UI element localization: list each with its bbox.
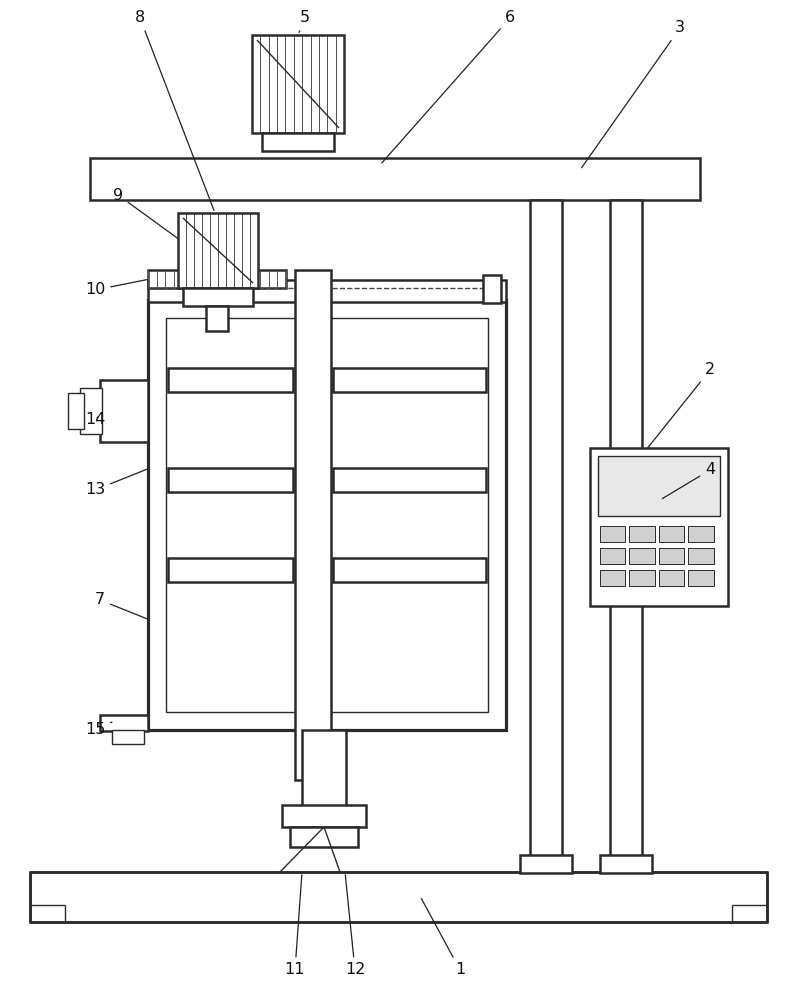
Bar [183,288,253,306]
Bar [590,448,728,606]
Bar [333,558,486,582]
Text: 14: 14 [84,412,105,428]
Bar [148,280,506,302]
Bar [68,393,84,429]
Bar [90,158,700,200]
Bar [100,380,148,442]
Text: 4: 4 [662,462,715,499]
Bar [148,300,506,730]
Text: 2: 2 [648,362,715,448]
Bar [168,468,293,492]
Bar [166,318,488,712]
Text: 7: 7 [95,592,147,619]
Bar [178,213,258,288]
Bar [600,855,652,873]
Bar [30,872,767,922]
Bar [168,558,293,582]
Text: 8: 8 [135,10,214,210]
Bar [630,570,655,586]
Text: 10: 10 [84,280,147,298]
Bar [100,715,148,731]
Bar [689,548,714,564]
Text: 11: 11 [285,875,305,978]
Bar [659,548,685,564]
Bar [689,570,714,586]
Text: 6: 6 [382,10,515,163]
Bar [600,548,626,564]
Bar [295,270,331,780]
Bar [112,730,144,744]
Bar [262,133,334,151]
Text: 5: 5 [299,10,310,32]
Bar [333,368,486,392]
Bar [600,570,626,586]
Bar [659,570,685,586]
Bar [483,275,501,303]
Bar [659,526,685,542]
Bar [630,526,655,542]
Text: 15: 15 [84,722,112,738]
Text: 13: 13 [84,469,147,497]
Bar [252,35,344,133]
Text: 9: 9 [113,188,178,238]
Bar [333,468,486,492]
Bar [290,827,358,847]
Bar [282,805,366,827]
Bar [530,200,562,872]
Bar [630,548,655,564]
Bar [689,526,714,542]
Bar [80,388,102,434]
Bar [520,855,572,873]
Bar [600,526,626,542]
Text: 3: 3 [582,20,685,168]
Bar [302,730,346,810]
Bar [168,368,293,392]
Bar [206,306,228,331]
Text: 12: 12 [345,875,365,978]
Text: 1: 1 [422,898,465,978]
Bar [598,456,720,516]
Bar [148,270,286,288]
Bar [610,200,642,872]
